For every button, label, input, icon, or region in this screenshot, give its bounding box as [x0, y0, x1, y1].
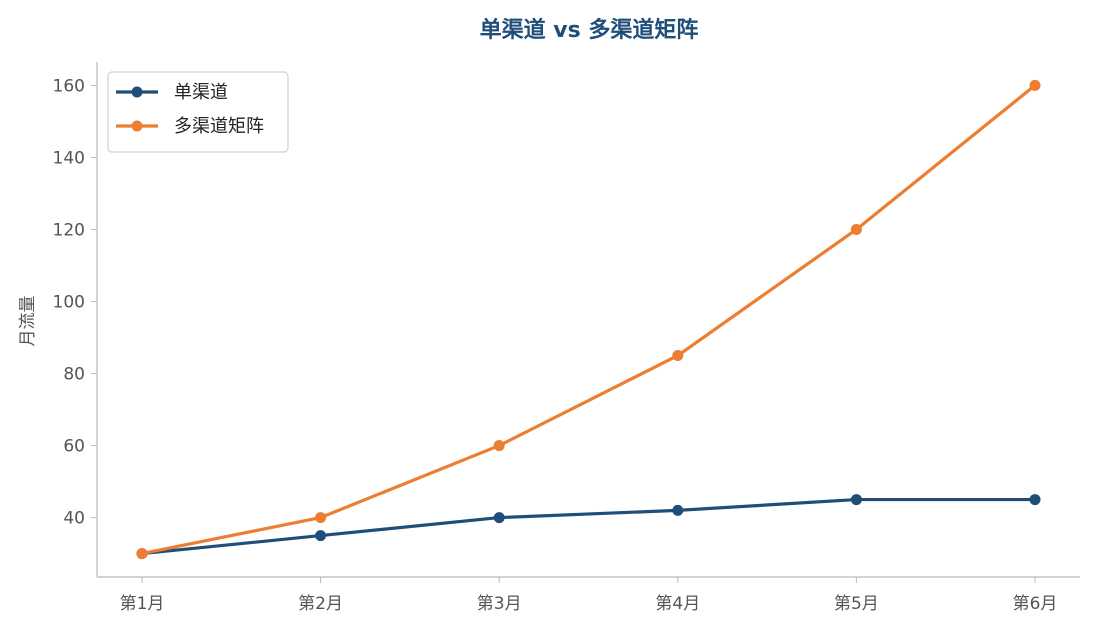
y-axis-label: 月流量	[18, 296, 38, 347]
series-2	[136, 79, 1041, 560]
data-point	[850, 223, 862, 235]
data-point	[493, 512, 505, 524]
legend-marker	[131, 120, 143, 132]
chart-title: 单渠道 vs 多渠道矩阵	[480, 17, 699, 43]
data-point	[1029, 79, 1041, 91]
legend-item: 多渠道矩阵	[116, 116, 264, 137]
legend-label: 多渠道矩阵	[174, 116, 264, 137]
y-tick-label: 80	[63, 365, 85, 385]
x-tick-label: 第1月	[120, 594, 165, 614]
data-point	[672, 350, 684, 362]
x-tick-label: 第3月	[477, 594, 522, 614]
x-tick-label: 第4月	[655, 594, 700, 614]
y-tick-label: 160	[53, 76, 85, 96]
x-tick-label: 第5月	[834, 594, 879, 614]
y-tick-label: 140	[53, 148, 85, 168]
x-tick-label: 第6月	[1013, 594, 1058, 614]
data-point	[672, 504, 684, 516]
y-tick-label: 60	[63, 437, 85, 457]
series-line	[140, 83, 1037, 556]
legend-label: 单渠道	[174, 82, 228, 103]
y-tick-label: 100	[53, 292, 85, 312]
data-point	[493, 440, 505, 452]
data-point	[315, 530, 327, 542]
y-tick-label: 120	[53, 220, 85, 240]
axes: 40 60 80 100 120 140 160 第1月 第2月 第3月 第4月 第5月 第6月	[53, 62, 1080, 614]
data-point	[136, 548, 148, 560]
y-tick-label: 40	[63, 509, 85, 529]
data-point	[850, 494, 862, 506]
legend-marker	[131, 86, 143, 98]
legend-item: 单渠道	[116, 82, 228, 103]
data-point	[1029, 494, 1041, 506]
series-line	[140, 497, 1037, 556]
series-layer	[136, 79, 1041, 560]
x-tick-label: 第2月	[298, 594, 343, 614]
data-point	[315, 512, 327, 524]
